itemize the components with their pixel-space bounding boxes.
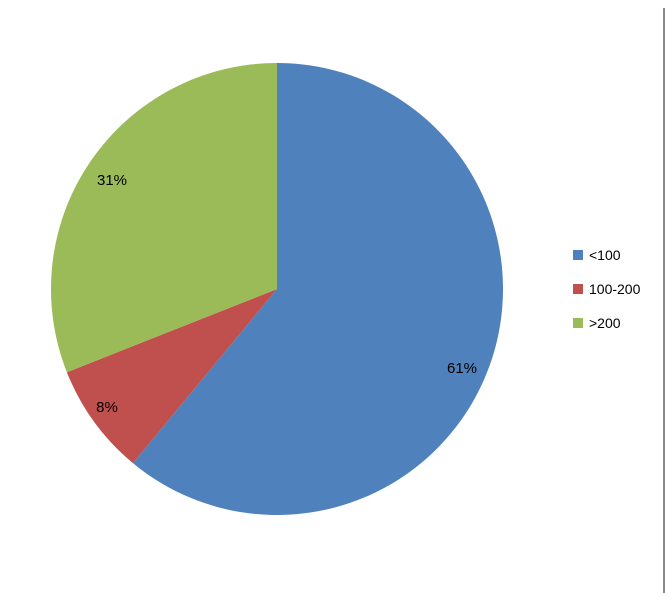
slice-label-2: 31% bbox=[97, 172, 127, 189]
slice-label-1: 8% bbox=[96, 399, 118, 416]
legend-label: <100 bbox=[589, 247, 621, 263]
pie-slice-0[interactable] bbox=[132, 63, 503, 516]
legend-swatch-icon bbox=[573, 318, 583, 328]
legend-swatch-icon bbox=[573, 284, 583, 294]
legend-label: >200 bbox=[589, 315, 621, 331]
legend-label: 100-200 bbox=[589, 281, 641, 297]
legend-item[interactable]: <100 bbox=[573, 247, 640, 263]
legend-item[interactable]: >200 bbox=[573, 315, 640, 331]
legend-item[interactable]: 100-200 bbox=[573, 281, 641, 297]
pie-slice-1[interactable] bbox=[66, 289, 278, 464]
chart-legend: <100 100-200 >200 bbox=[573, 247, 641, 350]
chart-frame-right-border bbox=[663, 8, 665, 593]
slice-label-0: 61% bbox=[447, 360, 477, 377]
legend-swatch-icon bbox=[573, 250, 583, 260]
pie-slice-2[interactable] bbox=[50, 63, 277, 373]
